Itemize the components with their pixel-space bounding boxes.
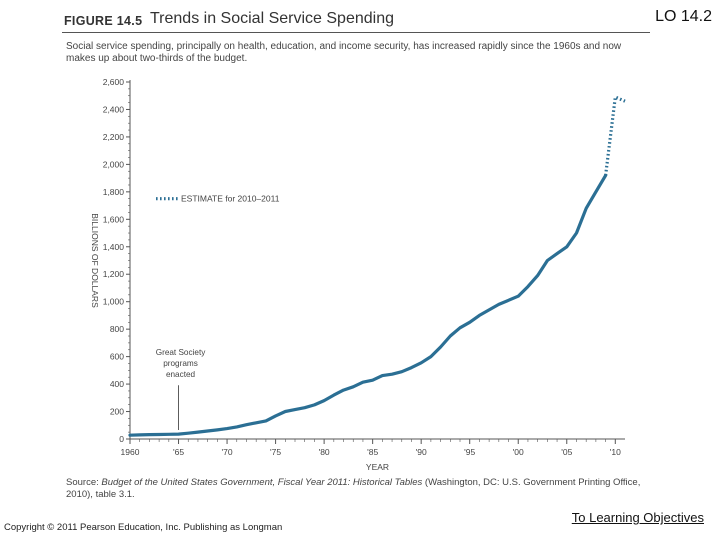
annotation-text: Great Society [156, 348, 207, 357]
y-tick-label: 600 [110, 352, 124, 362]
y-tick-label: 1,000 [103, 297, 125, 307]
y-axis-title: BILLIONS OF DOLLARS [90, 213, 100, 308]
estimate-series-line [604, 95, 626, 176]
y-tick-label: 2,400 [103, 104, 125, 114]
y-tick-label: 2,200 [103, 132, 125, 142]
x-tick-label: '05 [561, 447, 572, 457]
x-tick-label: '90 [416, 447, 427, 457]
x-tick-label: 1960 [121, 447, 140, 457]
y-tick-label: 0 [119, 434, 124, 444]
figure-header: FIGURE 14.5 Trends in Social Service Spe… [62, 8, 650, 33]
y-tick-label: 1,800 [103, 187, 125, 197]
y-tick-label: 2,000 [103, 159, 125, 169]
figure-label: FIGURE 14.5 [64, 14, 143, 28]
learning-objective-code: LO 14.2 [655, 8, 712, 25]
x-tick-label: '95 [464, 447, 475, 457]
x-tick-label: '10 [610, 447, 621, 457]
source-note: Source: Budget of the United States Gove… [66, 477, 646, 500]
y-tick-label: 2,600 [103, 77, 125, 87]
x-tick-label: '70 [222, 447, 233, 457]
source-title: Budget of the United States Government, … [101, 477, 423, 488]
annotation-text: enacted [166, 370, 196, 379]
y-tick-label: 1,200 [103, 269, 125, 279]
x-tick-label: '00 [513, 447, 524, 457]
x-tick-label: '75 [270, 447, 281, 457]
y-tick-label: 400 [110, 379, 124, 389]
x-axis-title: YEAR [366, 462, 389, 472]
x-tick-label: '65 [173, 447, 184, 457]
legend-label: ESTIMATE for 2010–2011 [181, 194, 280, 204]
actual-series-line [128, 173, 608, 437]
x-tick-label: '85 [367, 447, 378, 457]
copyright-notice: Copyright © 2011 Pearson Education, Inc.… [4, 522, 283, 533]
annotation-text: programs [163, 359, 198, 368]
y-tick-label: 800 [110, 324, 124, 334]
y-tick-label: 1,600 [103, 214, 125, 224]
x-tick-label: '80 [319, 447, 330, 457]
figure-subtitle: Social service spending, principally on … [66, 41, 622, 64]
y-tick-label: 200 [110, 407, 124, 417]
source-prefix: Source: [66, 477, 102, 488]
y-tick-label: 1,400 [103, 242, 125, 252]
learning-objectives-link[interactable]: To Learning Objectives [571, 510, 704, 525]
figure-title: Trends in Social Service Spending [150, 10, 394, 27]
source-rest: (Washington, DC: U.S. Government Printin… [66, 477, 641, 500]
